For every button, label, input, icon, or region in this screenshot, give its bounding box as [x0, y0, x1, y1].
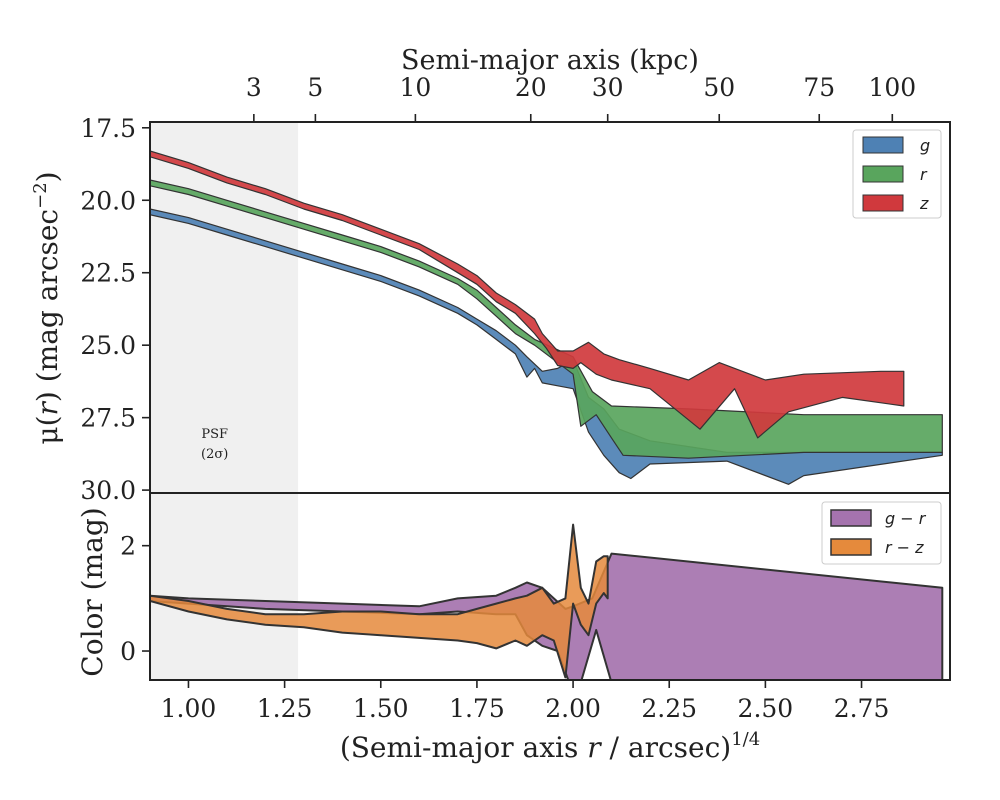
x-ticks: 1.00 1.25 1.50 1.75 2.00 2.25 2.50 2.75 — [161, 680, 890, 723]
sb-y-tick-label: 25.0 — [80, 331, 136, 360]
kpc-tick-label: 100 — [868, 73, 916, 102]
kpc-axis-title: Semi-major axis (kpc) — [401, 45, 699, 76]
psf-region-color — [150, 493, 299, 680]
band-r-z — [150, 523, 609, 679]
sb-y-tick-label: 17.5 — [80, 114, 136, 143]
color-panel: 02 1.00 1.25 1.50 1.75 2.00 2.25 2.50 2.75 Colo… — [76, 492, 951, 764]
color-plot-frame — [149, 492, 951, 681]
sb-y-axis-label: μ(r) (mag arcsec−2) — [30, 171, 64, 444]
sb-panel: 17.5 20.0 22.5 25.0 27.5 30.0 3 5 10 20 30 50 75 100… — [30, 45, 951, 505]
sb-y-tick-label: 22.5 — [80, 259, 136, 288]
sb-y-tick-label: 30.0 — [80, 476, 136, 505]
legend-label-z: z — [919, 194, 929, 213]
x-tick-label: 2.75 — [834, 694, 890, 723]
x-axis-label: (Semi-major axis r / arcsec)1/4 — [340, 729, 760, 764]
sb-y-tick-label: 27.5 — [80, 404, 136, 433]
color-y-ticks: 02 — [120, 532, 150, 666]
legend-label-r-z: r − z — [885, 538, 924, 557]
x-tick-label: 1.50 — [353, 694, 409, 723]
color-series-group — [150, 523, 944, 680]
color-y-axis-label: Color (mag) — [76, 507, 109, 676]
sb-legend: g r z — [852, 129, 942, 219]
psf-region — [150, 122, 299, 493]
band-z — [150, 150, 905, 439]
x-tick-label: 2.00 — [545, 694, 601, 723]
kpc-tick-label: 5 — [307, 73, 323, 102]
band-g — [150, 208, 943, 485]
legend-swatch-z — [862, 194, 904, 212]
sb-y-tick-label: 20.0 — [80, 186, 136, 215]
x-tick-label: 1.25 — [257, 694, 313, 723]
color-y-tick-label: 0 — [120, 637, 136, 666]
kpc-tick-label: 75 — [803, 73, 835, 102]
psf-label: PSF — [201, 427, 228, 442]
x-tick-label: 1.75 — [449, 694, 505, 723]
kpc-tick-label: 20 — [515, 73, 547, 102]
sb-y-ticks: 17.5 20.0 22.5 25.0 27.5 30.0 — [80, 114, 150, 505]
legend-swatch-r — [862, 165, 904, 183]
kpc-tick-label: 10 — [399, 73, 431, 102]
x-tick-label: 2.50 — [738, 694, 794, 723]
legend-label-r: r — [920, 165, 928, 184]
color-legend: g − r r − z — [821, 501, 942, 565]
x-tick-label: 1.00 — [161, 694, 217, 723]
color-y-tick-label: 2 — [120, 532, 136, 561]
legend-label-g: g — [920, 136, 930, 155]
kpc-ticks: 3 5 10 20 30 50 75 100 — [246, 73, 916, 122]
legend-swatch-r-z — [830, 538, 872, 556]
legend-swatch-g — [862, 136, 904, 154]
kpc-tick-label: 3 — [246, 73, 262, 102]
kpc-tick-label: 30 — [592, 73, 624, 102]
psf-sigma-label: (2σ) — [201, 447, 228, 462]
sb-series-group — [150, 150, 943, 485]
kpc-tick-label: 50 — [703, 73, 735, 102]
legend-label-g-r: g − r — [885, 509, 927, 528]
legend-swatch-g-r — [830, 509, 872, 527]
band-r — [150, 179, 943, 459]
x-tick-label: 2.25 — [641, 694, 697, 723]
